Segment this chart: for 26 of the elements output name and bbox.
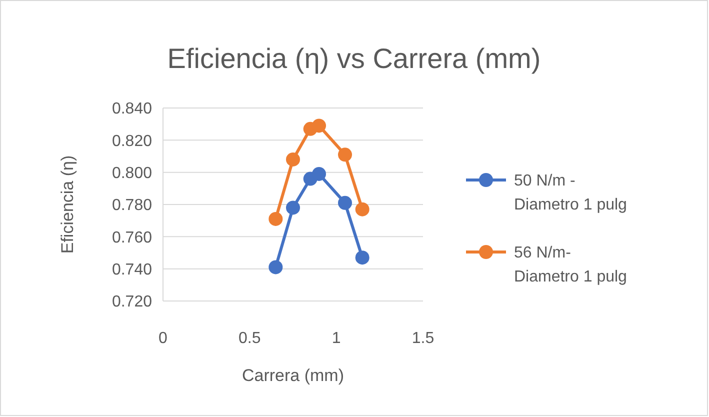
point (338, 148, 352, 162)
y-tick-label: 0.760 (112, 229, 152, 246)
chart-title: Eficiencia (η) vs Carrera (mm) (167, 43, 541, 74)
y-axis-title: Eficiencia (η) (58, 155, 77, 254)
point (338, 196, 352, 210)
point (286, 200, 300, 215)
legend-label: 50 N/m - Diametro 1 pulg (514, 172, 627, 214)
x-axis-title: Carrera (mm) (242, 366, 344, 385)
point (286, 152, 300, 166)
point (312, 166, 326, 181)
point (355, 250, 370, 265)
point (268, 260, 283, 274)
y-tick-label: 0.740 (112, 261, 152, 278)
y-tick-label: 0.820 (112, 132, 152, 150)
x-tick-label: 0 (158, 330, 168, 347)
point (312, 118, 326, 133)
y-tick-label: 0.780 (112, 197, 152, 214)
x-tick-label: 1.5 (412, 330, 434, 347)
x-tick-label: 1 (332, 330, 341, 347)
y-tick-label: 0.720 (112, 294, 152, 311)
y-tick-label: 0.800 (112, 164, 152, 182)
point (355, 202, 370, 216)
legend-label: 56 N/m- Diametro 1 pulg (514, 244, 627, 286)
y-tick-label: 0.840 (112, 100, 152, 118)
point (268, 212, 283, 226)
x-tick-label: 0.5 (238, 330, 261, 347)
